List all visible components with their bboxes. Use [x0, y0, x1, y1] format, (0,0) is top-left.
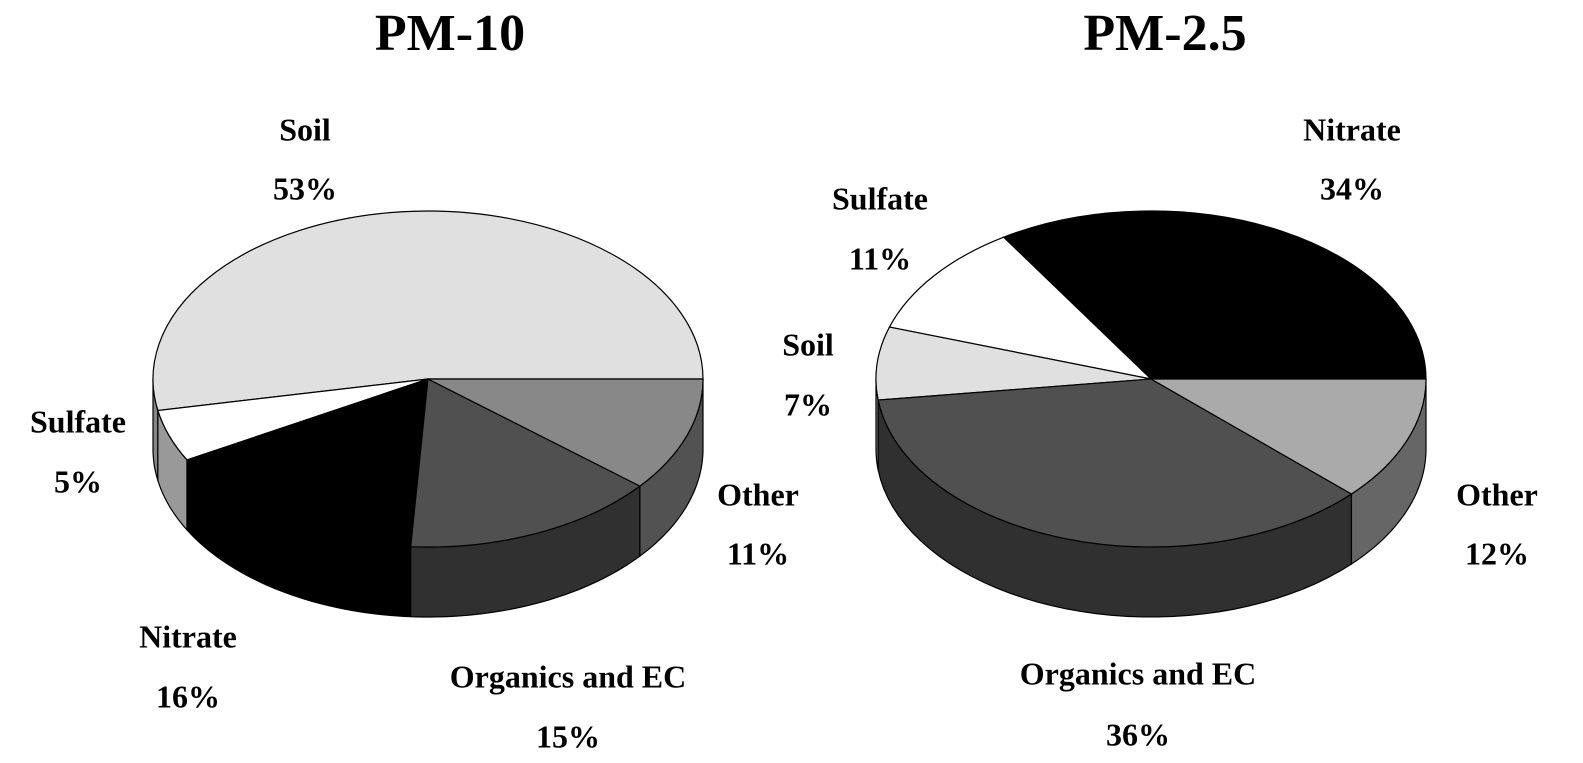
pie-slice — [185, 378, 429, 548]
chart-title: PM-10 — [375, 5, 525, 62]
slice-value-label: 11% — [849, 240, 911, 276]
pie-slice — [877, 378, 1353, 548]
slice-value-label: 5% — [54, 463, 102, 499]
slice-label: Sulfate — [30, 403, 126, 439]
slice-label: Other — [717, 476, 799, 512]
pie-slice — [410, 378, 642, 548]
slice-label: Nitrate — [139, 618, 237, 654]
slice-value-label: 16% — [156, 678, 220, 714]
slice-label: Other — [1456, 476, 1538, 512]
slice-label: Soil — [279, 111, 331, 147]
slice-value-label: 11% — [727, 535, 789, 571]
pie-slice — [1148, 378, 1427, 495]
slice-value-label: 36% — [1106, 716, 1170, 752]
slice-value-label: 7% — [784, 386, 832, 422]
slice-label: Soil — [782, 326, 834, 362]
slice-label: Organics and EC — [1020, 655, 1256, 691]
pie-slice — [888, 236, 1153, 380]
slice-label: Nitrate — [1303, 111, 1401, 147]
slice-label: Organics and EC — [450, 658, 686, 694]
pie-slice — [875, 326, 1152, 401]
slice-value-label: 12% — [1465, 535, 1529, 571]
pie-tops — [152, 210, 1427, 548]
slice-value-label: 53% — [273, 170, 337, 206]
pie-slice — [1002, 210, 1427, 380]
pie-slice — [152, 210, 704, 412]
slice-value-label: 34% — [1320, 170, 1384, 206]
slice-label: Sulfate — [832, 180, 928, 216]
chart-title: PM-2.5 — [1083, 5, 1246, 62]
pie-slice — [427, 378, 704, 487]
slice-value-label: 15% — [536, 718, 600, 754]
